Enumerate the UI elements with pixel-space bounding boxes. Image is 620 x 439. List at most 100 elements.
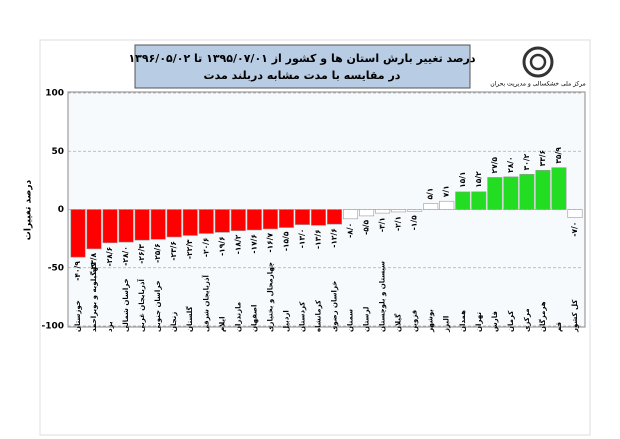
bar [455,191,471,210]
x-tick-label: قزوین [411,309,419,332]
bar [519,174,535,210]
x-tick-label: خوزستان [74,300,82,332]
value-label: -۳/۱ [378,217,387,232]
x-tick-label: خراسان رضوی [331,281,339,332]
x-tick-label: فارس [491,311,499,332]
x-tick-label: لرستان [363,306,371,332]
x-tick-label: چهارمحال و بختیاری [266,262,274,332]
bar [102,209,118,244]
bar [423,203,439,210]
bar [70,209,86,258]
bar [182,209,198,236]
x-tick-label: خراسان جنوبی [154,280,162,332]
x-tick-label: مازندران [234,302,242,332]
value-label: -۲۸/۶ [105,247,114,267]
logo-ring [522,46,554,78]
bar [310,209,326,226]
value-label: -۴۰/۹ [73,261,82,281]
x-tick-label: خراسان شمالی [122,278,130,332]
bar [86,209,102,250]
bar [375,209,391,214]
x-tick-label: سیستان و بلوچستان [379,261,387,332]
x-tick-label: کرمانشاه [314,299,322,332]
x-tick-label: کرمان [507,310,515,332]
title-box [134,44,471,89]
x-tick-label: گیلان [394,313,403,332]
bar [262,209,278,230]
value-label: -۱۲/۶ [330,228,339,248]
x-tick-label: اردبیل [282,310,290,332]
x-tick-label: ایلام [218,317,226,332]
value-label: -۱۸/۲ [233,234,242,254]
bar [439,200,455,210]
x-tick-label: هرمزگان [538,301,547,332]
bar [294,209,310,225]
bar [230,209,246,232]
value-label: ۲۸/۰ [506,156,515,172]
x-tick-label: اصفهان [250,305,258,332]
bar [535,170,551,210]
value-label: ۱۵/۱ [458,171,467,187]
value-label: -۱۳/۶ [313,229,322,249]
y-tick-label: 100 [45,89,64,99]
value-label: -۲۰/۶ [201,237,210,257]
bar [214,209,230,233]
value-label: -۱۵/۵ [281,231,290,251]
x-tick-label: کهگیلویه و بویراحمد [89,262,98,332]
y-axis-label: درصد تغییرات [24,179,34,240]
x-tick-label: بوشهر [427,309,435,333]
x-tick-label: همدان [459,310,467,332]
value-label: ۵/۱ [426,188,435,200]
value-label: -۱۷/۶ [249,234,258,254]
bar [134,209,150,241]
y-tick-label: -100 [41,322,64,332]
value-label: ۷/۱ [442,185,451,197]
bar [118,209,134,243]
value-label: -۲۲/۳ [185,239,194,259]
x-tick-label: مرکزی [523,308,531,332]
bar [198,209,214,234]
bar [551,167,567,210]
value-label: -۲۳/۶ [169,241,178,261]
x-tick-label: زنجان [170,312,178,332]
bar [327,209,343,225]
x-tick-label: البرز [443,316,451,333]
logo: مرکز ملی خشکسالی و مدیریت بحران [490,46,586,88]
y-tick-label: -50 [48,263,64,273]
bar [246,209,262,231]
x-tick-label: آذربایجان شرقی [201,275,210,332]
bar [278,209,294,228]
logo-ring [529,53,547,71]
value-label: -۱/۵ [410,215,419,230]
bar [391,209,407,213]
value-label: -۸/۰ [346,223,355,238]
bar [471,191,487,210]
bar [150,209,166,240]
chart-title: درصد تغییر بارش استان ها و کشور از ۱۳۹۵/… [128,52,475,65]
bar [343,209,359,220]
value-label: -۱۹/۶ [217,236,226,256]
x-tick-label: یزد [106,321,114,332]
bar [567,209,583,218]
value-label: ۲۷/۵ [490,157,499,174]
value-label: ۱۵/۲ [474,171,483,188]
bar [359,209,375,217]
x-tick-label: کردستان [298,301,306,332]
value-label: -۲۶/۳ [137,244,146,264]
x-tick-label: کل کشور [571,299,579,333]
x-tick-label: تهران [475,312,483,332]
bar [407,209,423,212]
logo-text: مرکز ملی خشکسالی و مدیریت بحران [490,81,586,88]
value-label: -۷/۰ [570,222,579,237]
bar [166,209,182,238]
value-label: -۲۸/۰ [121,246,130,266]
x-tick-label: آذربایجان غربی [137,279,146,332]
chart-subtitle: در مقایسه با مدت مشابه دربلند مدت [204,69,401,82]
x-tick-label: قم [555,322,563,332]
value-label: -۱۶/۷ [265,233,274,253]
value-label: -۲/۱ [394,216,403,231]
y-tick-label: 50 [51,147,64,157]
value-label: ۳۰/۲ [522,153,531,170]
value-label: -۳۳/۸ [89,252,98,272]
